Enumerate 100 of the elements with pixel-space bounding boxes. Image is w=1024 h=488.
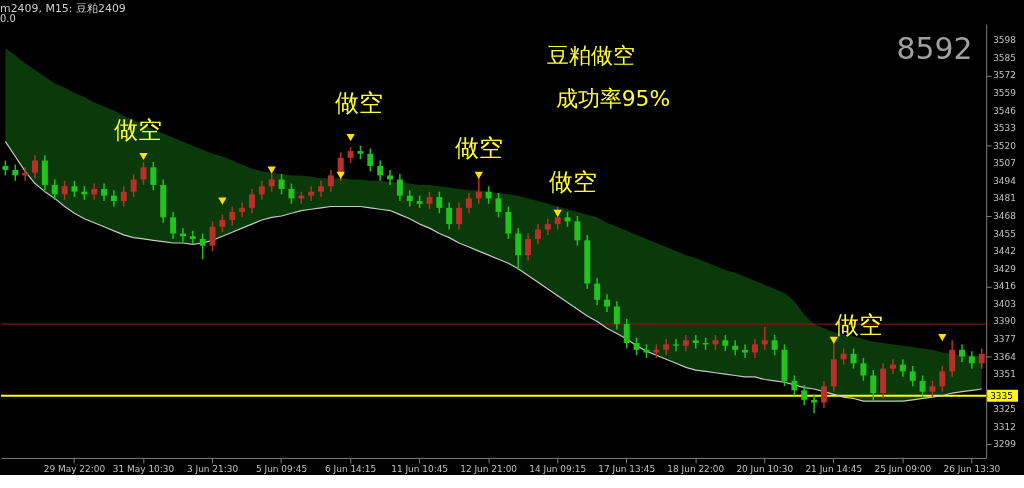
point xyxy=(474,171,483,180)
x-tick-label: 25 Jun 09:00 xyxy=(874,464,932,475)
y-tick-label: 3585 xyxy=(993,52,1016,63)
candlestick xyxy=(968,350,975,370)
candlestick xyxy=(51,178,58,201)
candlestick xyxy=(673,338,680,352)
candlestick xyxy=(308,185,315,202)
candlestick xyxy=(387,169,394,186)
point xyxy=(267,166,276,174)
candlestick xyxy=(377,159,384,182)
y-tick-label: 3533 xyxy=(993,123,1016,134)
annotation: 成功率95% xyxy=(555,85,671,111)
x-tick-label: 5 Jun 09:45 xyxy=(256,464,308,475)
y-tick-label: 3598 xyxy=(993,35,1017,46)
candlestick xyxy=(91,182,98,201)
y-tick-label: 3403 xyxy=(993,298,1016,309)
y-tick-label: 3572 xyxy=(993,70,1016,81)
candlestick xyxy=(327,169,334,193)
candlestick xyxy=(850,347,857,370)
point xyxy=(829,336,838,344)
candlestick xyxy=(199,232,206,260)
candlestick xyxy=(456,201,463,231)
candlestick xyxy=(751,338,758,359)
annotation: 做空 xyxy=(834,310,883,339)
chart-subtitle: 0.0 xyxy=(0,13,16,25)
y-tick-label: 3390 xyxy=(993,316,1017,327)
y-tick-label: 3416 xyxy=(993,281,1017,292)
y-tick-label: 3455 xyxy=(993,228,1016,239)
candlestick xyxy=(130,173,137,198)
candlestick xyxy=(150,161,157,192)
candlestick xyxy=(791,374,798,397)
x-tick-label: 11 Jun 10:45 xyxy=(391,464,449,475)
candlestick xyxy=(239,201,246,219)
candlestick xyxy=(534,223,541,246)
annotation: 做空 xyxy=(335,88,384,117)
point xyxy=(346,133,355,142)
candlestick xyxy=(406,189,413,208)
candlestick xyxy=(495,192,502,219)
candlestick xyxy=(870,369,877,402)
candlestick xyxy=(554,205,561,231)
candlestick xyxy=(288,182,295,205)
point xyxy=(553,209,562,217)
annotation: 豆粕做空 xyxy=(547,42,636,68)
candlestick xyxy=(189,230,196,246)
y-tick-label: 3299 xyxy=(993,439,1017,450)
y-tick-label: 3351 xyxy=(993,369,1016,380)
candlestick xyxy=(544,217,551,236)
x-tick-label: 14 Jun 09:15 xyxy=(529,464,587,475)
candlestick xyxy=(761,326,768,351)
x-tick-label: 21 Jun 14:45 xyxy=(805,464,863,475)
candlestick xyxy=(32,154,38,179)
candlestick xyxy=(505,205,512,240)
x-tick-label: 12 Jun 21:00 xyxy=(460,464,518,475)
candlestick xyxy=(594,277,601,306)
candlestick xyxy=(170,211,177,240)
x-tick-label: 20 Jun 10:30 xyxy=(736,464,794,475)
candlestick xyxy=(801,384,808,406)
candlestick xyxy=(771,334,778,356)
y-tick-label: 3325 xyxy=(993,404,1016,415)
annotation: 做空 xyxy=(549,168,598,197)
annotation: 做空 xyxy=(454,134,503,163)
candlestick xyxy=(396,173,403,202)
annotation: 8592 xyxy=(896,30,973,66)
annotation: 做空 xyxy=(114,116,163,145)
candlestick xyxy=(436,190,443,215)
candlestick xyxy=(61,180,68,201)
candlestick xyxy=(949,339,956,378)
y-tick-label: 3312 xyxy=(993,421,1016,432)
y-tick-label: 3559 xyxy=(993,87,1017,98)
candlestick xyxy=(939,365,946,393)
candlestick xyxy=(120,185,127,208)
candlestick xyxy=(525,232,532,262)
y-tick-label: 3481 xyxy=(993,193,1016,204)
candlestick xyxy=(446,201,453,231)
x-tick-label: 3 Jun 21:30 xyxy=(186,464,239,475)
candlestick xyxy=(890,358,896,375)
y-tick-label: 3442 xyxy=(993,246,1016,257)
candlestick xyxy=(732,339,739,356)
point xyxy=(139,152,148,161)
candlestick xyxy=(465,192,472,215)
y-tick-label: 3507 xyxy=(993,158,1016,169)
candlestick xyxy=(515,227,522,271)
x-tick-label: 29 May 22:00 xyxy=(43,464,106,475)
candlestick xyxy=(229,205,236,227)
candlestick xyxy=(110,189,117,208)
candlestick xyxy=(860,357,867,382)
candlestick xyxy=(978,347,985,370)
candlestick xyxy=(899,358,906,378)
point xyxy=(938,334,947,342)
ref-line-label: 3335 xyxy=(990,390,1013,401)
y-tick-label: 3520 xyxy=(993,140,1017,151)
candlestick xyxy=(820,380,827,409)
candlestick xyxy=(811,393,818,415)
candlestick xyxy=(258,180,265,201)
y-tick-label: 3494 xyxy=(993,175,1017,186)
candlestick xyxy=(919,374,926,398)
candlestick xyxy=(909,365,916,388)
candlestick xyxy=(623,317,630,350)
candlestick xyxy=(248,188,255,215)
x-tick-label: 17 Jun 13:45 xyxy=(598,464,656,475)
